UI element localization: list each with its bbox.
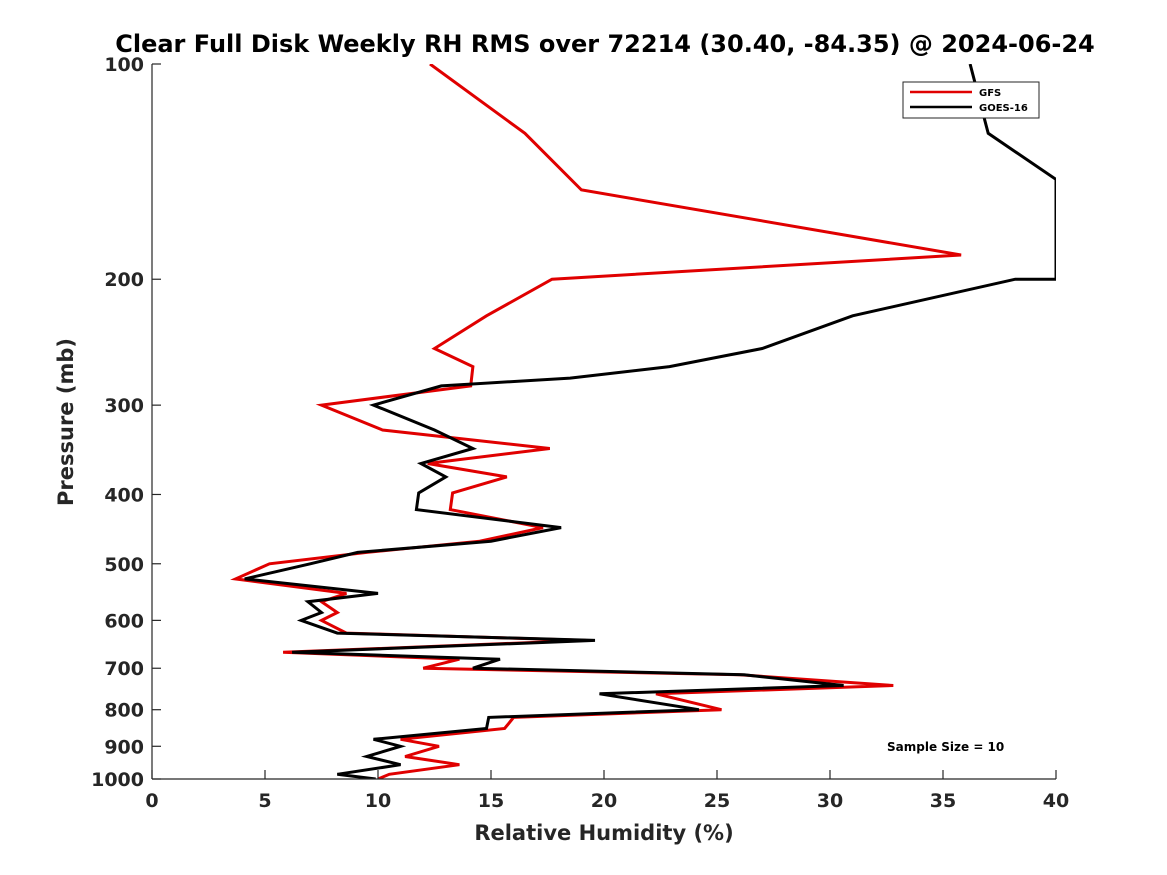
x-axis-label: Relative Humidity (%)	[474, 821, 733, 845]
y-tick-label: 300	[104, 395, 144, 417]
x-tick-label: 5	[258, 790, 271, 812]
x-tick-label: 40	[1043, 790, 1069, 812]
y-tick-label: 1000	[91, 769, 144, 791]
y-tick-label: 900	[104, 736, 144, 758]
y-tick-label: 600	[104, 610, 144, 632]
x-ticks: 0 5 10 15 20 25 30 35 40	[145, 770, 1069, 812]
x-tick-label: 20	[591, 790, 617, 812]
sample-size-annotation: Sample Size = 10	[887, 740, 1004, 754]
x-tick-label: 25	[704, 790, 730, 812]
y-tick-label: 200	[104, 269, 144, 291]
x-tick-label: 10	[365, 790, 391, 812]
y-tick-label: 700	[104, 658, 144, 680]
legend-label-goes16: GOES-16	[979, 103, 1028, 114]
legend: GFS GOES-16	[902, 81, 1040, 119]
chart-title: Clear Full Disk Weekly RH RMS over 72214…	[115, 30, 1095, 58]
legend-label-gfs: GFS	[979, 88, 1001, 99]
y-tick-label: 400	[104, 484, 144, 506]
x-tick-label: 0	[145, 790, 158, 812]
y-tick-label: 800	[104, 700, 144, 722]
y-axis-label: Pressure (mb)	[54, 338, 78, 506]
y-tick-label: 100	[104, 54, 144, 76]
x-tick-label: 15	[478, 790, 504, 812]
y-ticks: 100 200 300 400 500 600 700 800 900 1000	[91, 54, 161, 791]
y-tick-label: 500	[104, 554, 144, 576]
x-tick-label: 35	[930, 790, 956, 812]
series-layer	[230, 64, 1056, 779]
series-line-gfs	[230, 64, 962, 779]
series-line-goes16	[244, 64, 1056, 779]
legend-box	[902, 81, 1040, 119]
x-tick-label: 30	[817, 790, 843, 812]
